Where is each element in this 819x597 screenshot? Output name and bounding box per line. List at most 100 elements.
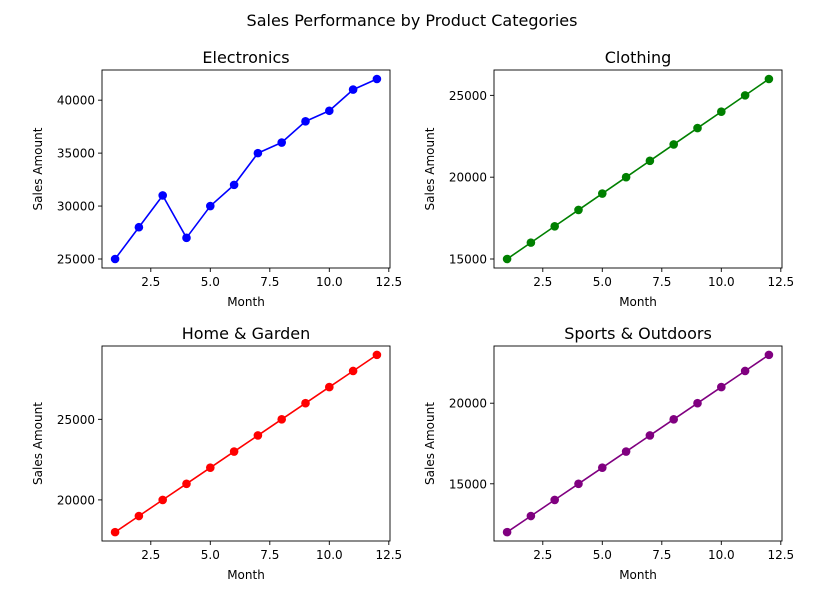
x-tick-label: 7.5 bbox=[652, 275, 671, 289]
data-point bbox=[717, 382, 726, 392]
data-point bbox=[158, 191, 167, 200]
x-tick-label: 2.5 bbox=[533, 275, 552, 289]
axes-frame bbox=[493, 345, 783, 542]
data-point bbox=[526, 511, 536, 521]
x-tick-label: 7.5 bbox=[260, 548, 279, 562]
y-axis-label: Sales Amount bbox=[31, 402, 45, 485]
data-point bbox=[205, 201, 215, 211]
data-point bbox=[550, 221, 559, 231]
data-point bbox=[134, 511, 144, 521]
figure-suptitle: Sales Performance by Product Categories bbox=[247, 11, 578, 30]
data-point bbox=[693, 398, 702, 408]
x-tick-label: 12.5 bbox=[375, 275, 402, 289]
data-point bbox=[597, 463, 607, 472]
x-tick-label: 12.5 bbox=[767, 275, 794, 289]
subplot-title: Sports & Outdoors bbox=[564, 324, 712, 343]
series-line bbox=[114, 354, 378, 533]
y-tick-label: 25000 bbox=[57, 413, 95, 427]
data-point bbox=[348, 85, 358, 94]
data-point bbox=[502, 254, 512, 264]
data-point bbox=[253, 431, 263, 440]
x-tick-label: 5.0 bbox=[593, 275, 612, 289]
data-point bbox=[182, 233, 191, 243]
y-axis-label: Sales Amount bbox=[423, 127, 437, 210]
data-point bbox=[502, 527, 512, 537]
data-point bbox=[253, 148, 263, 158]
data-point bbox=[301, 398, 310, 408]
data-point bbox=[669, 415, 679, 424]
data-point bbox=[740, 366, 750, 376]
series-line bbox=[506, 354, 770, 533]
y-axis-label: Sales Amount bbox=[31, 127, 45, 210]
y-tick-label: 35000 bbox=[57, 147, 95, 161]
x-tick-label: 10.0 bbox=[316, 548, 343, 562]
data-point bbox=[277, 138, 287, 147]
y-axis-label: Sales Amount bbox=[423, 402, 437, 485]
subplot-home-and-garden: Home & Garden 2.5 5.0 7.5 10.0 12.5 20000 25000… bbox=[31, 324, 402, 582]
y-tick-label: 20000 bbox=[449, 397, 487, 411]
x-tick-label: 5.0 bbox=[593, 548, 612, 562]
data-point bbox=[277, 415, 287, 424]
x-tick-label: 12.5 bbox=[767, 548, 794, 562]
subplot-clothing: Clothing 2.5 5.0 7.5 10.0 12.5 15000 20000 25000… bbox=[423, 48, 794, 309]
data-point bbox=[158, 495, 167, 505]
data-point bbox=[134, 222, 144, 232]
y-tick-label: 15000 bbox=[449, 477, 487, 491]
x-tick-label: 12.5 bbox=[375, 548, 402, 562]
series-line bbox=[114, 78, 378, 260]
y-tick-label: 20000 bbox=[449, 171, 487, 185]
data-point bbox=[764, 74, 774, 84]
y-tick-label: 30000 bbox=[57, 200, 95, 214]
subplot-grid: Electronics 2.5 5.0 7.5 10.0 12.5 25000 30000 35… bbox=[31, 48, 794, 582]
x-tick-label: 10.0 bbox=[708, 275, 735, 289]
x-tick-label: 7.5 bbox=[652, 548, 671, 562]
y-tick-label: 25000 bbox=[57, 253, 95, 267]
axes-frame bbox=[493, 69, 783, 269]
data-point bbox=[229, 180, 239, 190]
data-point bbox=[764, 350, 774, 360]
data-point bbox=[597, 189, 607, 198]
data-point bbox=[325, 382, 334, 392]
series-line bbox=[506, 78, 770, 260]
data-point bbox=[372, 74, 382, 84]
y-tick-label: 25000 bbox=[449, 89, 487, 103]
data-point bbox=[110, 527, 120, 537]
x-axis-label: Month bbox=[619, 568, 657, 582]
data-point bbox=[550, 495, 559, 505]
data-point bbox=[740, 91, 750, 100]
y-tick-label: 15000 bbox=[449, 253, 487, 267]
data-point bbox=[621, 172, 631, 182]
x-tick-label: 2.5 bbox=[141, 548, 160, 562]
x-axis-label: Month bbox=[227, 295, 265, 309]
data-point bbox=[693, 123, 702, 133]
subplot-title: Clothing bbox=[605, 48, 672, 67]
subplot-title: Electronics bbox=[202, 48, 289, 67]
data-point bbox=[645, 156, 655, 166]
data-point bbox=[205, 463, 215, 472]
y-tick-label: 40000 bbox=[57, 94, 95, 108]
data-point bbox=[645, 431, 655, 440]
subplot-title: Home & Garden bbox=[182, 324, 311, 343]
data-point bbox=[621, 447, 631, 456]
data-point bbox=[669, 140, 679, 149]
axes-frame bbox=[101, 69, 391, 269]
data-point bbox=[301, 117, 310, 126]
x-axis-label: Month bbox=[619, 295, 657, 309]
data-point bbox=[325, 106, 334, 116]
x-tick-label: 2.5 bbox=[533, 548, 552, 562]
data-point bbox=[574, 205, 583, 215]
subplot-sports-and-outdoors: Sports & Outdoors 2.5 5.0 7.5 10.0 12.5 15000 2… bbox=[423, 324, 794, 582]
x-tick-label: 10.0 bbox=[316, 275, 343, 289]
subplot-electronics: Electronics 2.5 5.0 7.5 10.0 12.5 25000 30000 35… bbox=[31, 48, 402, 309]
data-point bbox=[229, 447, 239, 456]
data-point bbox=[574, 479, 583, 489]
x-axis-label: Month bbox=[227, 568, 265, 582]
data-point bbox=[717, 107, 726, 117]
axes-frame bbox=[101, 345, 391, 542]
x-tick-label: 5.0 bbox=[201, 548, 220, 562]
y-tick-label: 20000 bbox=[57, 493, 95, 507]
data-point bbox=[110, 254, 120, 264]
x-tick-label: 2.5 bbox=[141, 275, 160, 289]
